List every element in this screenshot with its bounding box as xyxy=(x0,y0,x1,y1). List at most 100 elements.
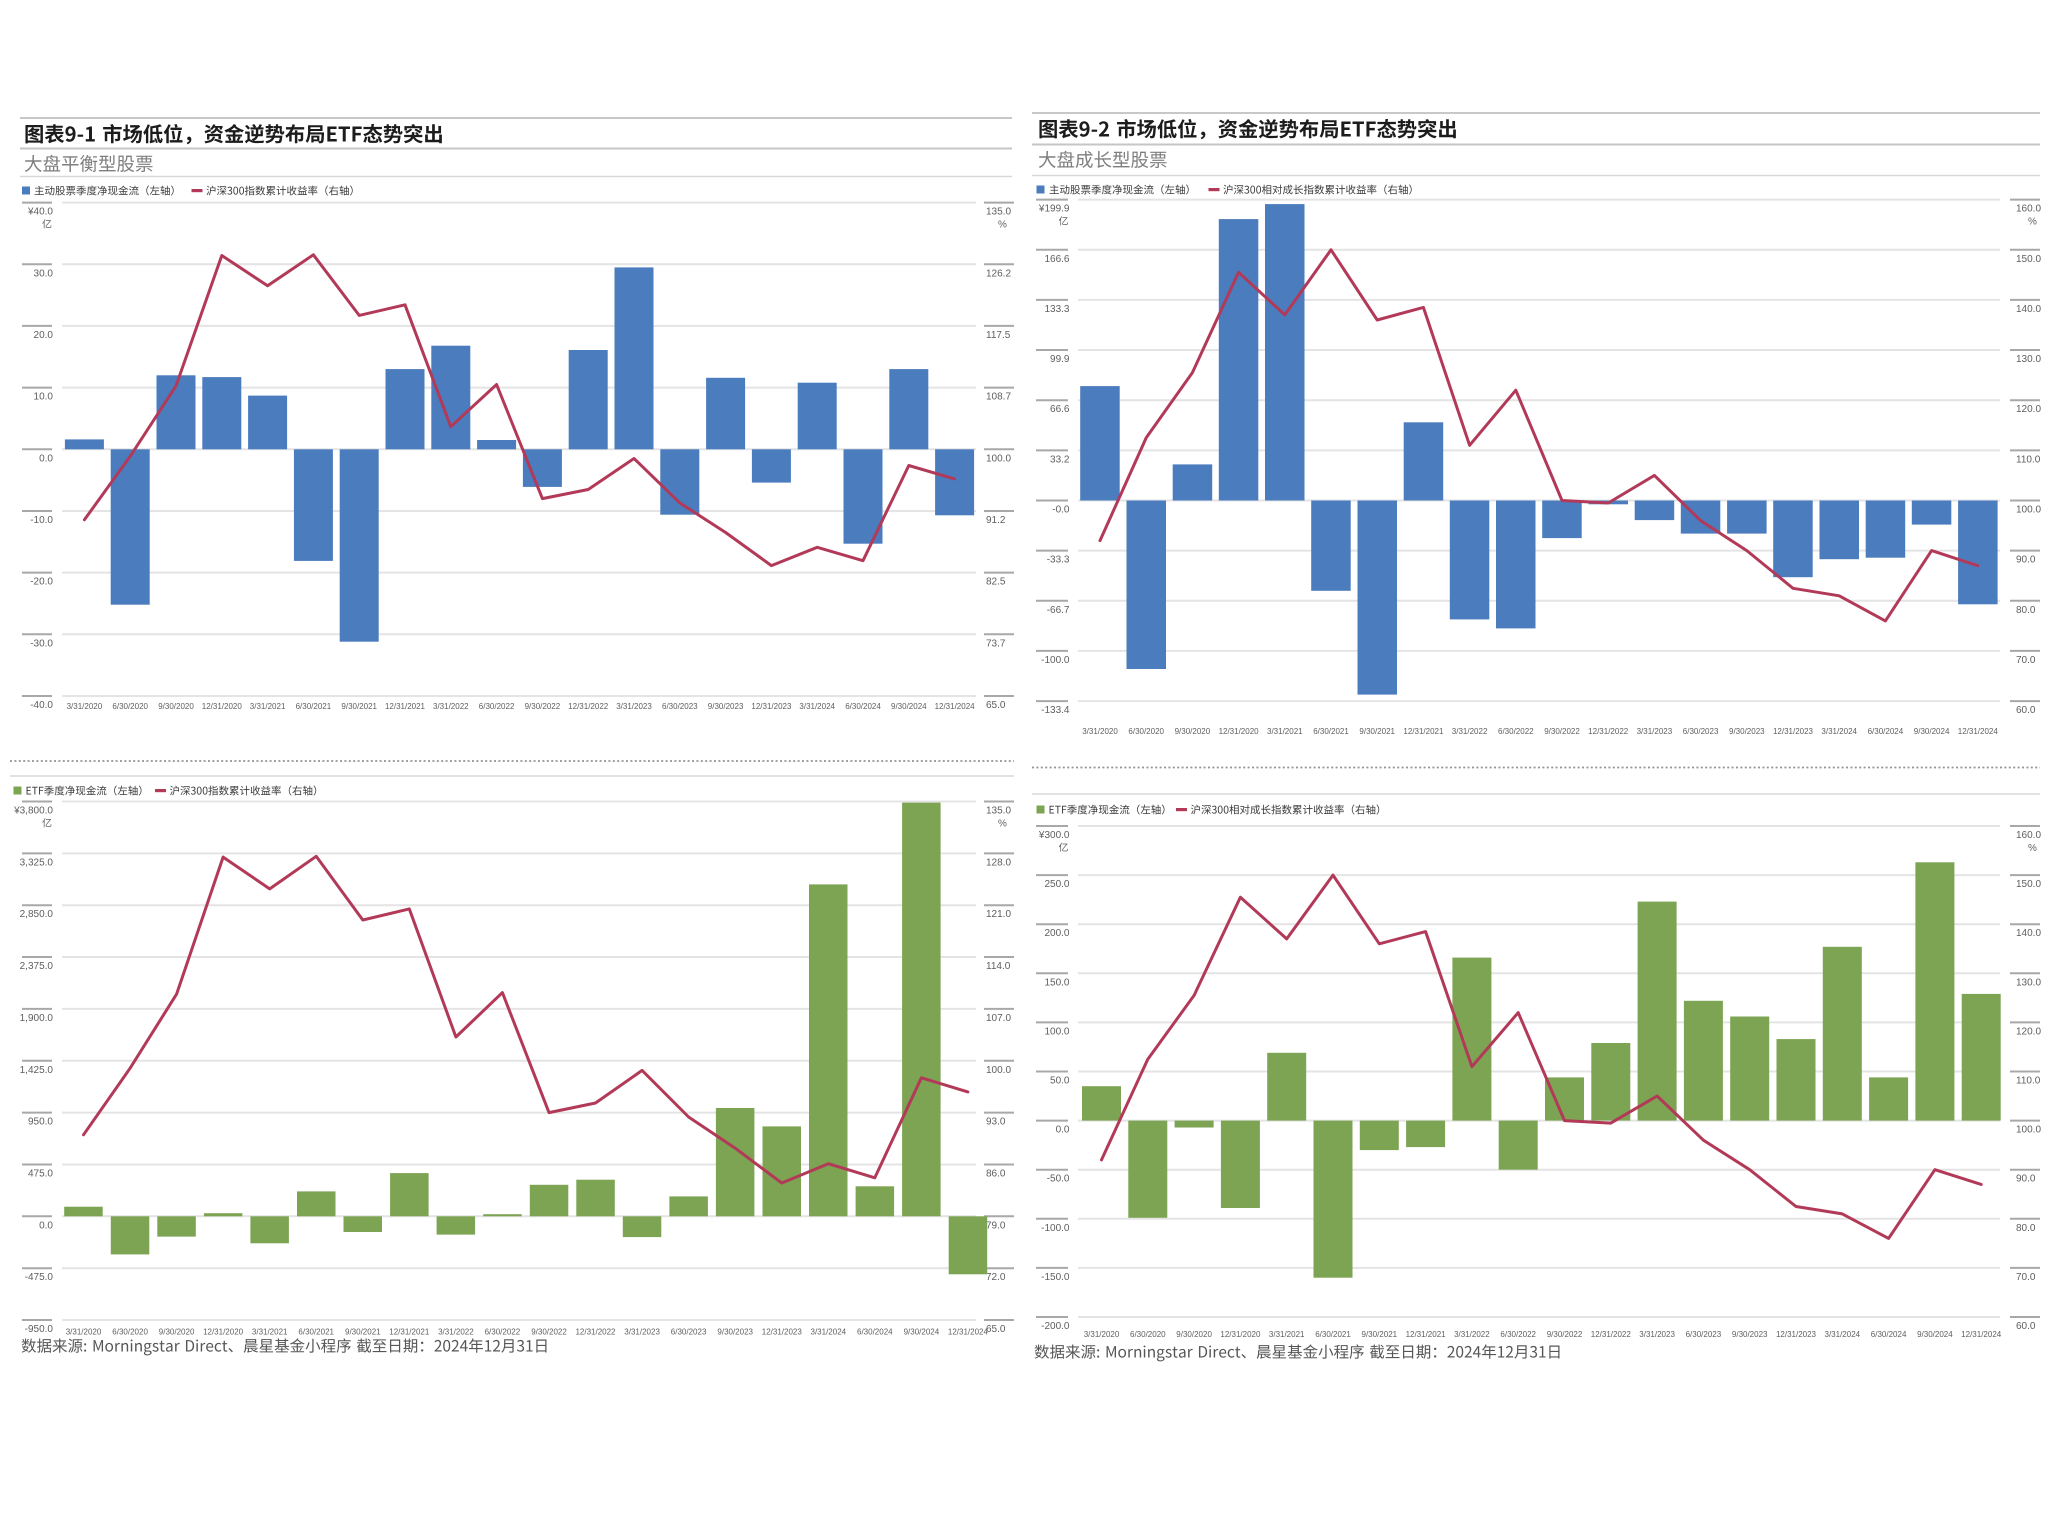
svg-text:9/30/2021: 9/30/2021 xyxy=(1359,727,1395,736)
svg-text:12/31/2024: 12/31/2024 xyxy=(1961,1330,2002,1339)
svg-text:12/31/2024: 12/31/2024 xyxy=(935,702,976,711)
svg-text:80.0: 80.0 xyxy=(2016,605,2036,616)
svg-text:-66.7: -66.7 xyxy=(1047,605,1070,616)
svg-text:6/30/2020: 6/30/2020 xyxy=(112,702,148,711)
svg-text:-20.0: -20.0 xyxy=(30,577,53,588)
svg-text:9/30/2021: 9/30/2021 xyxy=(341,702,377,711)
svg-text:6/30/2021: 6/30/2021 xyxy=(1315,1330,1351,1339)
svg-text:12/31/2023: 12/31/2023 xyxy=(751,702,792,711)
svg-text:65.0: 65.0 xyxy=(986,1324,1006,1335)
svg-text:150.0: 150.0 xyxy=(1044,977,1069,988)
svg-text:12/31/2022: 12/31/2022 xyxy=(568,702,609,711)
svg-text:3/31/2021: 3/31/2021 xyxy=(250,702,286,711)
svg-text:950.0: 950.0 xyxy=(28,1117,53,1128)
svg-text:6/30/2021: 6/30/2021 xyxy=(298,1328,334,1337)
svg-text:6/30/2023: 6/30/2023 xyxy=(1683,727,1719,736)
svg-text:140.0: 140.0 xyxy=(2016,928,2041,939)
svg-text:3/31/2023: 3/31/2023 xyxy=(1637,727,1673,736)
svg-text:-100.0: -100.0 xyxy=(1041,1223,1070,1234)
svg-text:3/31/2021: 3/31/2021 xyxy=(1269,1330,1305,1339)
svg-text:90.0: 90.0 xyxy=(2016,555,2036,566)
svg-text:3/31/2020: 3/31/2020 xyxy=(1082,727,1118,736)
svg-text:110.0: 110.0 xyxy=(2016,454,2041,465)
svg-text:9/30/2023: 9/30/2023 xyxy=(1732,1330,1768,1339)
svg-text:150.0: 150.0 xyxy=(2016,879,2041,890)
svg-text:1,425.0: 1,425.0 xyxy=(20,1065,54,1076)
svg-text:9/30/2021: 9/30/2021 xyxy=(345,1328,381,1337)
svg-text:3/31/2022: 3/31/2022 xyxy=(1454,1330,1490,1339)
svg-text:12/31/2020: 12/31/2020 xyxy=(203,1328,244,1337)
svg-text:130.0: 130.0 xyxy=(2016,977,2041,988)
svg-text:9/30/2024: 9/30/2024 xyxy=(904,1328,940,1337)
svg-text:475.0: 475.0 xyxy=(28,1169,53,1180)
svg-text:%: % xyxy=(998,220,1007,231)
svg-text:60.0: 60.0 xyxy=(2016,705,2036,716)
svg-text:6/30/2022: 6/30/2022 xyxy=(485,1328,521,1337)
svg-text:133.3: 133.3 xyxy=(1044,304,1069,315)
svg-text:12/31/2022: 12/31/2022 xyxy=(1591,1330,1632,1339)
svg-text:¥3,800.0: ¥3,800.0 xyxy=(13,806,53,817)
svg-text:9/30/2024: 9/30/2024 xyxy=(891,702,927,711)
svg-text:12/31/2023: 12/31/2023 xyxy=(1773,727,1814,736)
svg-text:9/30/2023: 9/30/2023 xyxy=(708,702,744,711)
svg-text:¥40.0: ¥40.0 xyxy=(27,207,53,218)
svg-text:6/30/2020: 6/30/2020 xyxy=(1128,727,1164,736)
svg-text:12/31/2021: 12/31/2021 xyxy=(389,1328,430,1337)
svg-text:3/31/2024: 3/31/2024 xyxy=(1825,1330,1861,1339)
svg-text:3/31/2024: 3/31/2024 xyxy=(799,702,835,711)
svg-text:60.0: 60.0 xyxy=(2016,1321,2036,1332)
svg-text:1,900.0: 1,900.0 xyxy=(20,1013,54,1024)
svg-text:126.2: 126.2 xyxy=(986,268,1011,279)
svg-text:135.0: 135.0 xyxy=(986,207,1011,218)
svg-text:3/31/2022: 3/31/2022 xyxy=(1452,727,1488,736)
svg-text:100.0: 100.0 xyxy=(1044,1026,1069,1037)
svg-text:73.7: 73.7 xyxy=(986,638,1006,649)
svg-text:3,325.0: 3,325.0 xyxy=(20,857,54,868)
svg-text:9/30/2023: 9/30/2023 xyxy=(1729,727,1765,736)
svg-text:12/31/2020: 12/31/2020 xyxy=(202,702,243,711)
svg-text:6/30/2024: 6/30/2024 xyxy=(845,702,881,711)
svg-text:72.0: 72.0 xyxy=(986,1272,1006,1283)
svg-text:120.0: 120.0 xyxy=(2016,404,2041,415)
svg-text:93.0: 93.0 xyxy=(986,1117,1006,1128)
svg-text:-200.0: -200.0 xyxy=(1041,1321,1070,1332)
svg-text:-10.0: -10.0 xyxy=(30,515,53,526)
svg-text:6/30/2020: 6/30/2020 xyxy=(112,1328,148,1337)
svg-text:10.0: 10.0 xyxy=(34,392,54,403)
svg-text:70.0: 70.0 xyxy=(2016,655,2036,666)
svg-text:3/31/2024: 3/31/2024 xyxy=(811,1328,847,1337)
svg-text:3/31/2020: 3/31/2020 xyxy=(67,702,103,711)
svg-text:-133.4: -133.4 xyxy=(1041,705,1070,716)
svg-text:12/31/2022: 12/31/2022 xyxy=(575,1328,616,1337)
svg-text:9/30/2024: 9/30/2024 xyxy=(1917,1330,1953,1339)
svg-text:6/30/2020: 6/30/2020 xyxy=(1130,1330,1166,1339)
svg-text:¥199.9: ¥199.9 xyxy=(1038,204,1070,215)
svg-text:9/30/2021: 9/30/2021 xyxy=(1362,1330,1398,1339)
svg-text:12/31/2020: 12/31/2020 xyxy=(1219,727,1260,736)
svg-text:12/31/2021: 12/31/2021 xyxy=(1403,727,1444,736)
svg-text:80.0: 80.0 xyxy=(2016,1223,2036,1234)
svg-text:30.0: 30.0 xyxy=(34,268,54,279)
svg-text:0.0: 0.0 xyxy=(1056,1125,1070,1136)
svg-text:100.0: 100.0 xyxy=(2016,1125,2041,1136)
svg-text:107.0: 107.0 xyxy=(986,1013,1011,1024)
svg-text:2,375.0: 2,375.0 xyxy=(20,961,54,972)
svg-text:9/30/2023: 9/30/2023 xyxy=(717,1328,753,1337)
svg-text:9/30/2020: 9/30/2020 xyxy=(1176,1330,1212,1339)
svg-text:120.0: 120.0 xyxy=(2016,1026,2041,1037)
svg-text:¥300.0: ¥300.0 xyxy=(1038,830,1070,841)
svg-text:128.0: 128.0 xyxy=(986,857,1011,868)
svg-text:3/31/2022: 3/31/2022 xyxy=(438,1328,474,1337)
svg-text:-150.0: -150.0 xyxy=(1041,1272,1070,1283)
svg-text:6/30/2022: 6/30/2022 xyxy=(479,702,515,711)
svg-text:121.0: 121.0 xyxy=(986,909,1011,920)
svg-text:33.2: 33.2 xyxy=(1050,454,1070,465)
svg-text:-30.0: -30.0 xyxy=(30,638,53,649)
svg-text:9/30/2020: 9/30/2020 xyxy=(158,702,194,711)
svg-text:117.5: 117.5 xyxy=(986,330,1011,341)
svg-text:3/31/2020: 3/31/2020 xyxy=(66,1328,102,1337)
svg-text:66.6: 66.6 xyxy=(1050,404,1070,415)
svg-text:100.0: 100.0 xyxy=(986,453,1011,464)
svg-text:160.0: 160.0 xyxy=(2016,830,2041,841)
svg-text:100.0: 100.0 xyxy=(2016,505,2041,516)
